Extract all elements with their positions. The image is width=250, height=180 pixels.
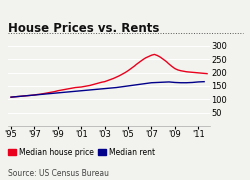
Legend: Median house price, Median rent: Median house price, Median rent — [5, 145, 158, 160]
Text: Source: US Census Bureau: Source: US Census Bureau — [8, 169, 108, 178]
Text: House Prices vs. Rents: House Prices vs. Rents — [8, 22, 159, 35]
